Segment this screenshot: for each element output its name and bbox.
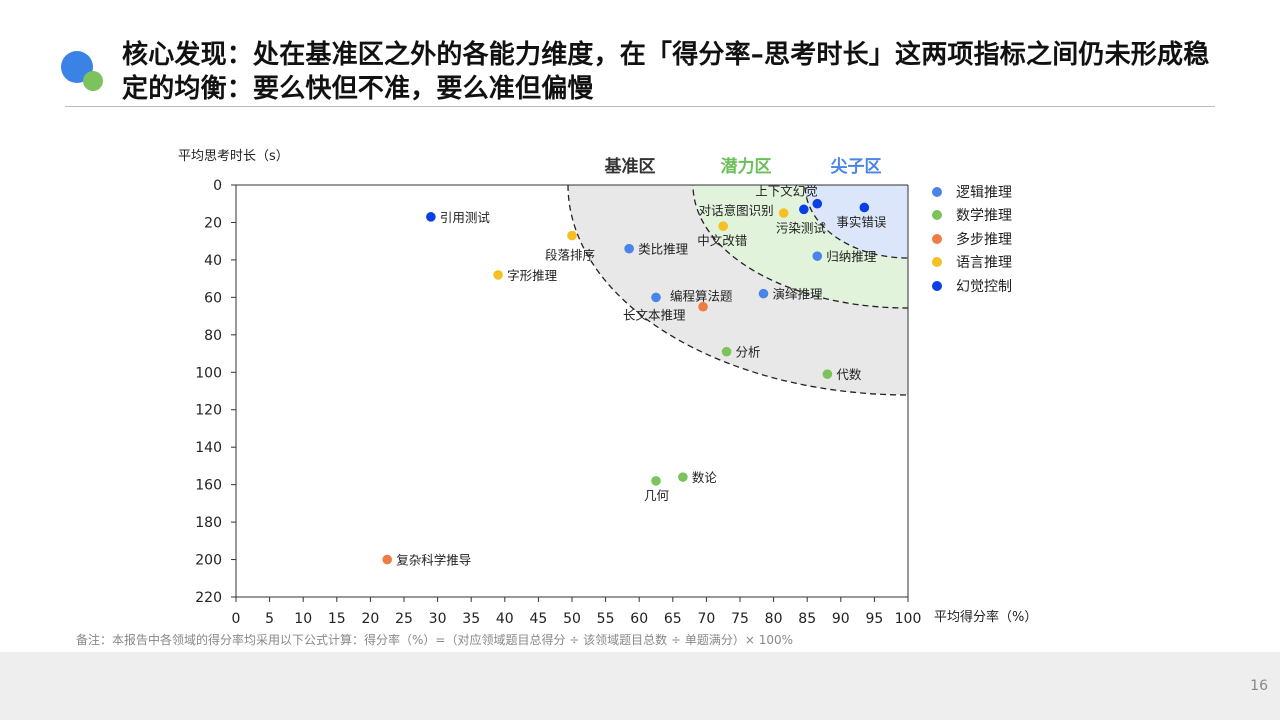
x-tick-label: 55 (597, 611, 615, 627)
data-point (567, 230, 577, 241)
x-tick-label: 90 (832, 611, 850, 627)
x-tick-label: 15 (328, 611, 346, 627)
x-tick-label: 35 (462, 611, 480, 627)
x-tick-label: 25 (395, 611, 413, 627)
legend-item: 幻觉控制 (932, 274, 1012, 298)
data-point (822, 369, 833, 379)
data-label: 归纳推理 (826, 249, 877, 264)
x-tick-label: 100 (895, 611, 922, 627)
zone-label: 基准区 (604, 156, 656, 177)
y-tick-label: 160 (195, 478, 222, 494)
page-title: 核心发现：处在基准区之外的各能力维度，在「得分率–思考时长」这两项指标之间仍未形… (122, 40, 1210, 104)
y-tick-label: 0 (213, 178, 222, 194)
data-point (758, 288, 769, 299)
data-point (426, 212, 436, 222)
footer-band (0, 652, 1280, 720)
data-point (799, 204, 809, 215)
title-green-dot (83, 71, 103, 91)
legend-item: 多步推理 (932, 227, 1012, 251)
y-tick-label: 120 (195, 403, 222, 419)
y-tick-label: 180 (195, 515, 222, 531)
y-tick-label: 20 (204, 215, 222, 231)
data-point (651, 476, 661, 486)
data-label: 编程算法题 (670, 289, 733, 304)
x-axis-title: 平均得分率（%） (934, 609, 1037, 625)
x-tick-label: 75 (731, 611, 749, 627)
data-label: 数论 (692, 470, 718, 485)
x-tick-label: 30 (429, 611, 447, 627)
y-tick-label: 140 (195, 440, 222, 456)
y-axis-title: 平均思考时长（s） (178, 149, 289, 164)
page-number: 16 (1250, 678, 1268, 694)
y-tick-label: 80 (204, 328, 222, 344)
data-point (382, 554, 393, 565)
data-point (721, 346, 732, 357)
legend-dot (932, 280, 942, 291)
x-tick-label: 20 (361, 611, 379, 627)
x-tick-label: 50 (563, 611, 581, 627)
data-label: 事实错误 (836, 214, 887, 229)
data-point (698, 301, 708, 312)
data-label: 段落排序 (545, 248, 595, 263)
zone-label: 潜力区 (721, 156, 772, 177)
footnote: 备注：本报告中各领域的得分率均采用以下公式计算：得分率（%）=（对应领域题目总得… (76, 633, 794, 647)
data-label: 分析 (736, 345, 761, 360)
legend-dot (932, 186, 942, 197)
data-point (493, 270, 503, 280)
data-label: 对话意图识别 (699, 203, 774, 218)
legend-dot (932, 233, 942, 244)
data-point (812, 251, 823, 261)
legend-label: 语言推理 (956, 255, 1012, 272)
data-point (718, 221, 728, 231)
x-tick-label: 70 (697, 611, 715, 627)
data-label: 几何 (644, 488, 670, 503)
data-label: 代数 (836, 367, 862, 382)
data-point (678, 472, 688, 482)
x-tick-label: 10 (294, 611, 312, 627)
zone-boundary-3 (804, 185, 908, 259)
y-tick-label: 200 (195, 553, 222, 569)
x-tick-label: 5 (265, 611, 274, 627)
legend: 逻辑推理数学推理多步推理语言推理幻觉控制 (932, 180, 1012, 298)
data-point (651, 292, 661, 303)
x-tick-label: 60 (630, 611, 648, 627)
y-tick-label: 40 (204, 253, 222, 269)
data-label: 长文本推理 (623, 307, 686, 322)
legend-label: 幻觉控制 (956, 278, 1012, 295)
x-tick-label: 45 (529, 611, 547, 627)
legend-item: 语言推理 (932, 251, 1012, 275)
legend-label: 多步推理 (956, 231, 1012, 248)
legend-dot (932, 210, 942, 221)
data-label: 复杂科学推导 (396, 553, 471, 568)
x-tick-label: 0 (232, 611, 241, 627)
data-label: 演绎推理 (773, 287, 824, 302)
data-label: 引用测试 (440, 210, 491, 225)
x-tick-label: 40 (496, 611, 514, 627)
legend-dot (932, 257, 942, 268)
zone-label: 尖子区 (831, 156, 882, 177)
legend-item: 数学推理 (932, 204, 1012, 228)
title-divider (65, 106, 1215, 107)
data-label: 字形推理 (507, 268, 558, 283)
data-label: 上下文幻觉 (755, 184, 818, 199)
data-point (624, 243, 634, 254)
data-point (812, 198, 823, 209)
y-tick-label: 100 (195, 365, 222, 381)
x-tick-label: 65 (664, 611, 682, 627)
legend-label: 逻辑推理 (956, 184, 1012, 201)
legend-label: 数学推理 (956, 208, 1012, 225)
data-point (859, 202, 870, 213)
y-tick-label: 60 (204, 290, 222, 306)
x-tick-label: 85 (798, 611, 816, 627)
x-tick-label: 95 (865, 611, 883, 627)
data-label: 类比推理 (638, 242, 689, 257)
x-tick-label: 80 (765, 611, 783, 627)
data-label: 污染测试 (776, 220, 827, 235)
data-label: 中文改错 (697, 233, 747, 248)
y-tick-label: 220 (195, 590, 222, 606)
data-point (778, 208, 789, 218)
legend-item: 逻辑推理 (932, 180, 1012, 204)
